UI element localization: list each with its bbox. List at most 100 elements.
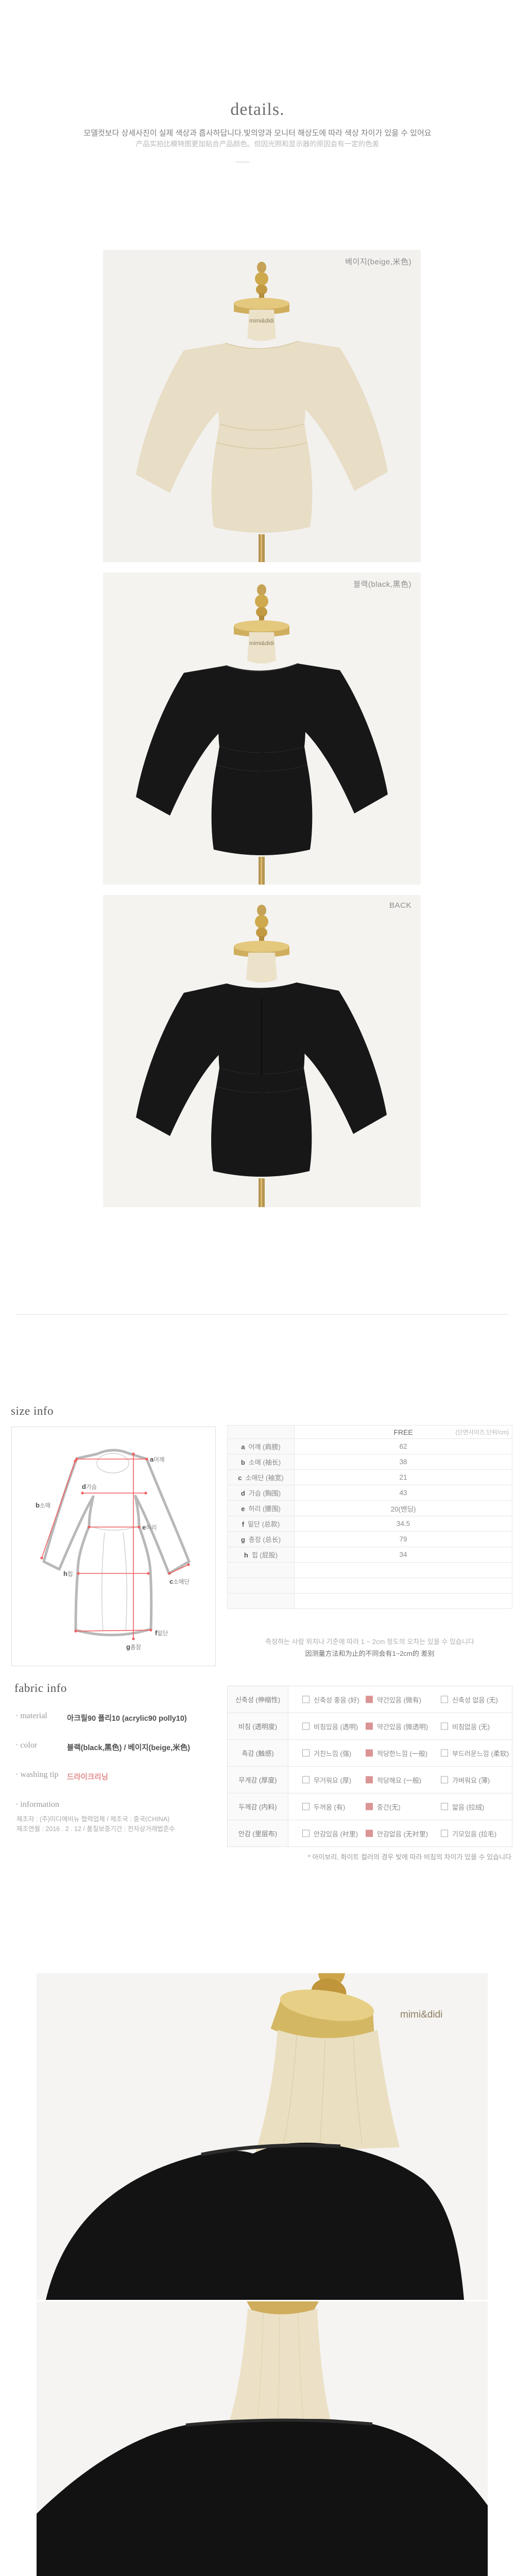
mannequin-pole [259, 534, 265, 562]
fabric-grid-row-label: 신축성 (伸缩性) [228, 1686, 288, 1713]
checkbox-icon [302, 1803, 310, 1810]
dress-inner-seams [89, 1453, 140, 1632]
size-row-key: b [241, 1459, 245, 1466]
fabric-grid-option: 약간있음 (微有) [366, 1694, 421, 1704]
measurement-dots [40, 1452, 190, 1640]
svg-text:e허리: e허리 [142, 1523, 157, 1531]
information-line: 제조자 : (주)미디에비뉴 협력업체 / 제조국 : 중국(CHINA) [16, 1816, 170, 1823]
size-note-korean: 측정하는 사람 위치나 기준에 따라 1 ~ 2cm 정도의 오차는 있을 수 … [265, 1638, 474, 1646]
fabric-grid-option-text: 얇음 (拉绒) [452, 1803, 485, 1811]
checkbox-icon [441, 1696, 448, 1703]
size-row-value: 43 [294, 1485, 512, 1501]
svg-text:c소매단: c소매단 [169, 1578, 190, 1585]
fabric-grid-option-text: 신축성 없음 (无) [452, 1696, 498, 1704]
size-info-heading: size info [11, 1404, 54, 1417]
fabric-grid-option-text: 비침없음 (无) [452, 1723, 490, 1731]
closeup-photo-back-neckline [37, 2301, 488, 2576]
beige-dress-illustration: mimi&didi [136, 262, 388, 562]
mannequin-finial-icon [234, 262, 289, 315]
fabric-grid-row-label: 두께감 (内料) [228, 1793, 288, 1820]
fabric-info-heading: fabric info [14, 1682, 67, 1694]
closeup-photo-front-neckline: mimi&didi [37, 1973, 488, 2300]
size-table-row: g 총장 (总长) 79 [227, 1531, 512, 1547]
dress-front [136, 341, 388, 533]
fabric-grid-option: 거친느낌 (强) [302, 1748, 351, 1758]
size-row-name: 밑단 (总款) [248, 1520, 280, 1528]
mannequin-neck: mimi&didi [247, 310, 276, 341]
svg-text:b소매: b소매 [36, 1501, 50, 1509]
size-table-row: a 어깨 (肩膀) 62 [227, 1438, 512, 1454]
svg-text:h힙: h힙 [63, 1570, 73, 1578]
fabric-grid-option-text: 약간있음 (微透明) [377, 1723, 428, 1731]
size-row-name: 힙 (屁股) [251, 1551, 278, 1559]
fabric-grid-option-text: 가벼워요 (薄) [452, 1776, 490, 1784]
washing-tip-label: · washing tip [15, 1770, 59, 1779]
size-row-label: b 소매 (袖长) [227, 1454, 295, 1470]
checkbox-icon [302, 1749, 310, 1757]
mannequin-pole [259, 857, 265, 885]
unit-note: (단면사이즈,단위/cm) [455, 1429, 509, 1436]
fabric-grid-row: 무게감 (厚度) 무거워요 (厚) 적당해요 (一般) 가벼워요 (薄) [228, 1766, 512, 1793]
header-note-chinese: 产品实拍比模特图更加贴合产品颜色。但因光照和显示器的原因会有一定的色差 [135, 140, 380, 148]
color-value: 블랙(black,黑色) / 베이지(beige,米色) [67, 1744, 191, 1752]
dress-outline [42, 1449, 191, 1637]
closeup-back-illustration [37, 2301, 488, 2576]
size-row-value: 34 [294, 1547, 512, 1563]
fabric-grid-option: 신축성 좋음 (好) [302, 1694, 359, 1704]
fabric-grid-row: 촉감 (触感) 거친느낌 (强) 적당한느낌 (一般) 부드러운느낌 (柔软) [228, 1739, 512, 1766]
size-row-value: 21 [294, 1469, 512, 1485]
neckline-rib [201, 2143, 341, 2157]
product-photo-black-front: 블랙(black,黑色) mimi&didi [103, 572, 421, 885]
black-dress-illustration: mimi&didi [136, 584, 388, 885]
size-row-label: a 어깨 (肩膀) [227, 1438, 295, 1454]
checkbox-icon [302, 1829, 310, 1837]
neckline-rib [185, 2418, 373, 2427]
dress-front [136, 664, 388, 855]
mannequin-neck [246, 953, 277, 982]
size-row-value: 62 [294, 1438, 512, 1454]
color-label: · color [15, 1741, 38, 1750]
size-row-name: 가슴 (胸围) [248, 1489, 281, 1497]
size-row-key: d [241, 1489, 245, 1497]
size-table-row: c 소매단 (袖宽) 21 [227, 1469, 512, 1485]
svg-text:mimi&didi: mimi&didi [249, 640, 274, 647]
material-label: · material [15, 1711, 47, 1720]
product-photo-beige-front: 베이지(beige,米色) mimi&didi [103, 250, 421, 562]
fabric-grid-option-text: 적당한느낌 (一般) [377, 1750, 428, 1757]
neck-texture [283, 2035, 363, 2146]
closeup-front-illustration: mimi&didi [46, 1973, 464, 2300]
fabric-grid-option-text: 신축성 좋음 (好) [314, 1696, 359, 1704]
mannequin-neck [223, 2309, 336, 2439]
fabric-grid-row-label: 비침 (透明度) [228, 1713, 288, 1739]
size-table-row: e 허리 (腰围) 20(밴딩) [227, 1500, 512, 1516]
svg-text:mimi&didi: mimi&didi [249, 318, 274, 324]
fabric-grid-row: 비침 (透明度) 비침있음 (透明) 약간있음 (微透明) 비침없음 (无) [228, 1713, 512, 1739]
fabric-grid-row-label: 안감 (里层布) [228, 1820, 288, 1846]
fabric-grid-option-text: 거친느낌 (强) [314, 1750, 352, 1757]
size-row-key: a [241, 1443, 245, 1451]
mannequin-neck: mimi&didi [247, 632, 276, 664]
fabric-grid-option: 비침있음 (透明) [302, 1721, 358, 1731]
size-row-key: f [242, 1520, 245, 1528]
checkbox-checked-icon [366, 1776, 373, 1784]
photo-caption: 블랙(black,黑色) [353, 580, 411, 589]
dress-measurement-diagram: a어깨 b소매 c소매단 d가슴 e허리 f밑단 g총장 h힙 [36, 1449, 191, 1651]
fabric-grid-option: 적당해요 (一般) [366, 1775, 421, 1785]
size-row-name: 어깨 (肩膀) [248, 1443, 281, 1451]
checkbox-checked-icon [366, 1803, 373, 1810]
size-table-empty-row [227, 1562, 512, 1578]
photo-caption: 베이지(beige,米色) [345, 258, 411, 266]
checkbox-icon [441, 1829, 448, 1837]
size-row-label: c 소매단 (袖宽) [227, 1469, 295, 1485]
header-note-korean: 모델컷보다 상세사진이 실제 색상과 흡사하답니다.빛의양과 모니터 해상도에 … [83, 129, 432, 138]
size-row-label: d 가슴 (胸围) [227, 1485, 295, 1501]
size-row-label: f 밑단 (总款) [227, 1516, 295, 1532]
size-table-header-row: FREE (단면사이즈,단위/cm) [227, 1425, 512, 1439]
checkbox-icon [302, 1696, 310, 1703]
size-row-value: 79 [294, 1531, 512, 1547]
checkbox-icon [441, 1803, 448, 1810]
checkbox-icon [441, 1749, 448, 1757]
fabric-grid-option: 무거워요 (厚) [302, 1775, 351, 1785]
page-title: details. [230, 100, 285, 119]
